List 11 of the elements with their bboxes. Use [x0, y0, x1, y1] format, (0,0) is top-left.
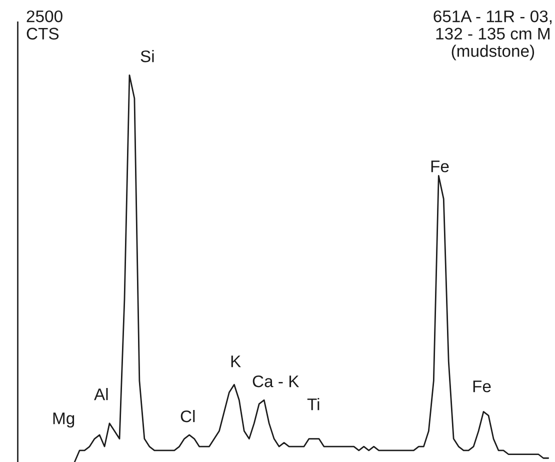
annotation: Cl	[180, 410, 195, 422]
annotation: Al	[94, 388, 108, 400]
annotation: Fe	[431, 160, 449, 172]
annotation: Fe	[473, 380, 491, 392]
annotation: Ti	[307, 398, 320, 410]
annotation: Mg	[53, 412, 74, 428]
annotation: K	[231, 356, 241, 368]
annotation: Ca - K	[252, 375, 300, 388]
text: 651A - 11R - 03, 132 - 135 cm M (mudstone)	[434, 10, 552, 60]
text: Si	[140, 50, 154, 62]
text: 2500 CTS	[26, 10, 62, 40]
